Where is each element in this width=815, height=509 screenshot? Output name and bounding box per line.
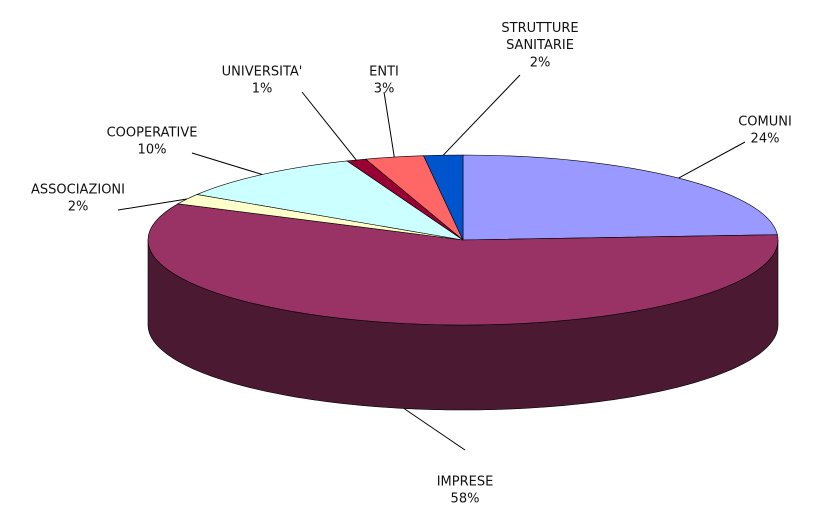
leader-line: [191, 152, 263, 175]
slice-value-label: 2%: [67, 199, 89, 215]
slice-label: COMUNI: [738, 114, 792, 130]
slice-label: ASSOCIAZIONI: [31, 182, 125, 198]
leader-line: [383, 91, 395, 158]
slice-label: ENTI: [369, 64, 399, 80]
leader-line: [301, 91, 357, 161]
slice-value-label: 24%: [750, 131, 780, 147]
slice-value-label: 2%: [529, 55, 551, 71]
leader-line: [117, 198, 188, 211]
slice-label: UNIVERSITA': [221, 64, 303, 80]
slice: [462, 154, 778, 241]
slice-label: IMPRESE: [436, 474, 494, 490]
slice: [147, 203, 779, 326]
leader-line: [678, 141, 746, 179]
slice-label: COOPERATIVE: [106, 125, 198, 141]
slice-value-label: 1%: [251, 81, 273, 97]
slice-value-label: 58%: [450, 491, 480, 507]
slice-label: STRUTTURE SANITARIE: [501, 21, 579, 53]
slice-value-label: 3%: [373, 81, 395, 97]
leader-line: [442, 74, 521, 156]
slice-value-label: 10%: [137, 142, 167, 158]
leader-line: [403, 408, 466, 451]
slice: [195, 160, 464, 241]
